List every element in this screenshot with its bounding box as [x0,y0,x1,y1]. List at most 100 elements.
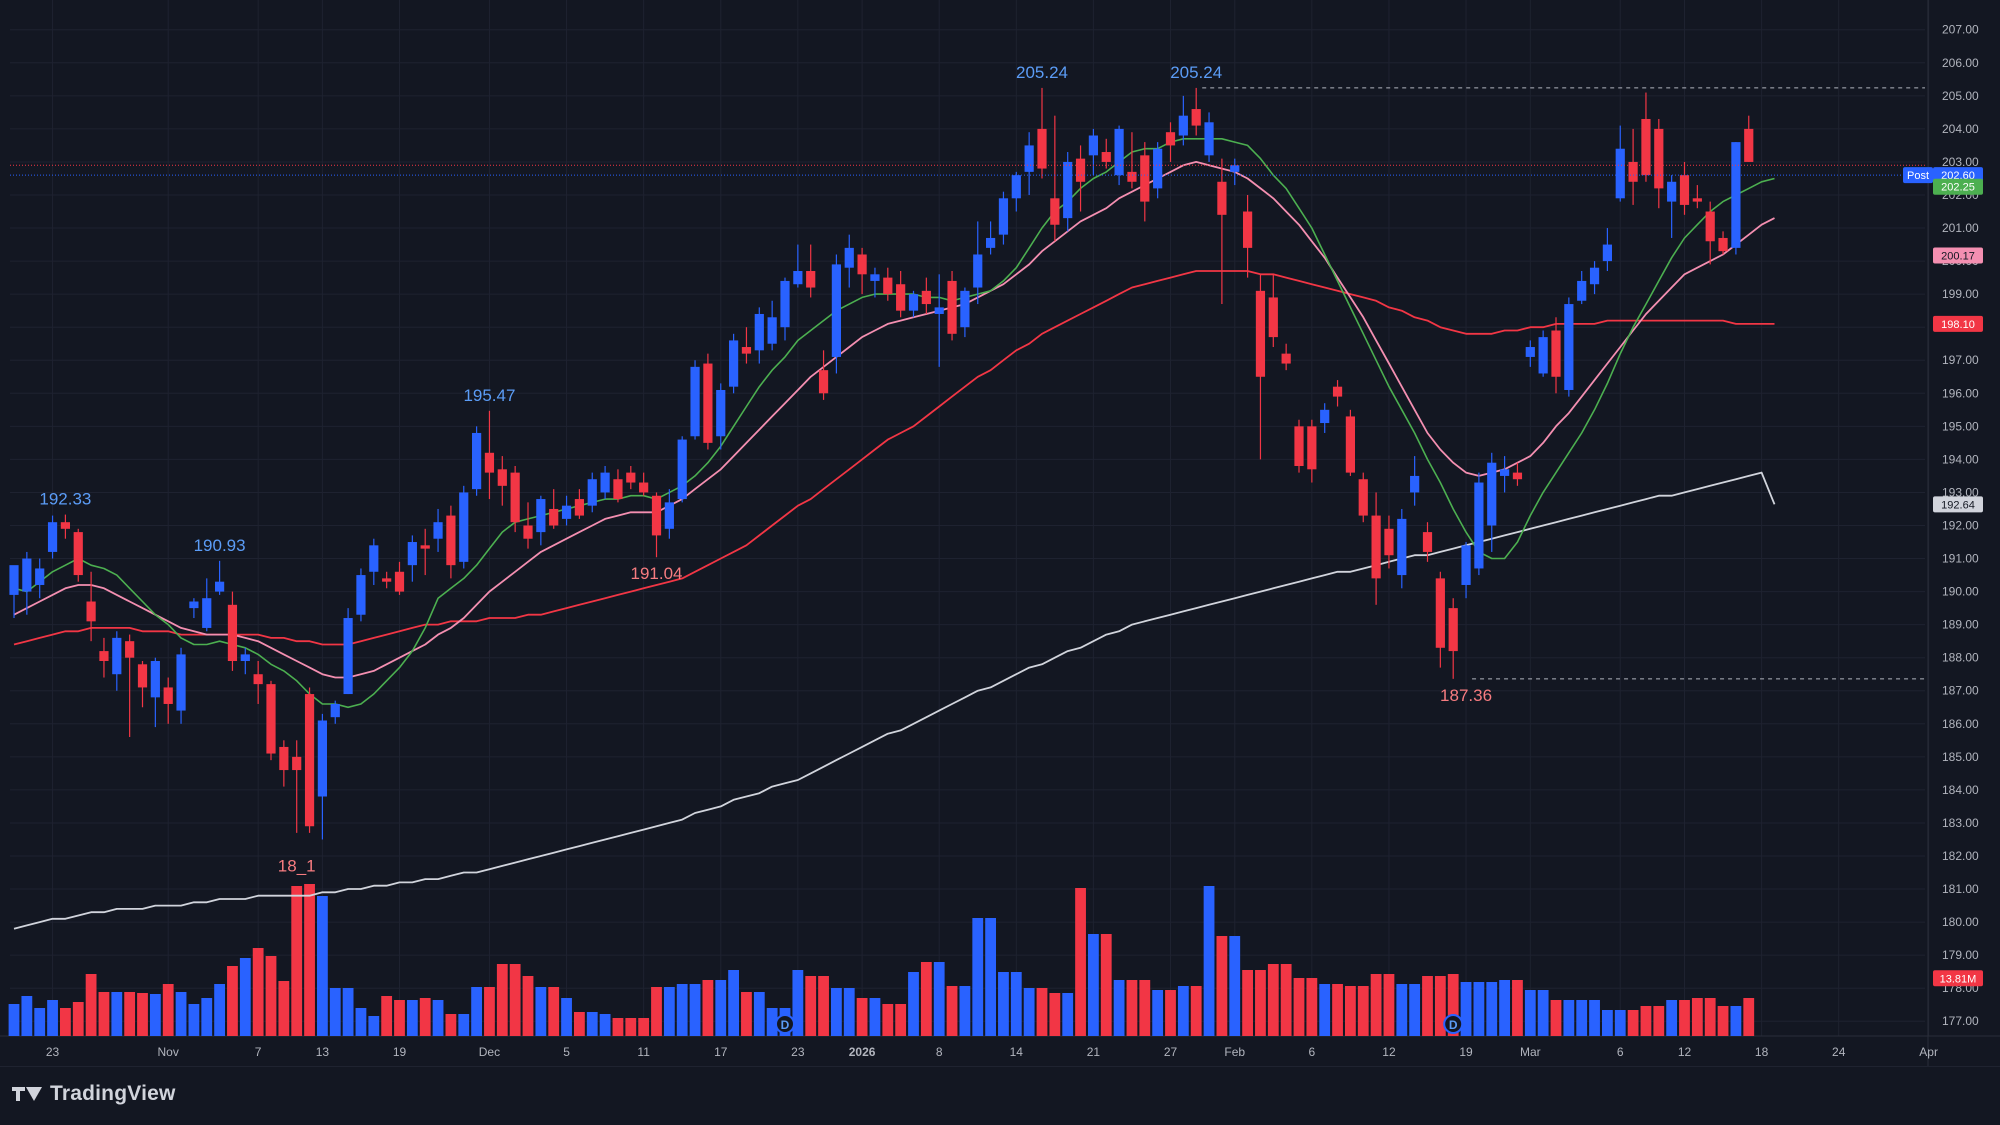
volume-bar [843,988,855,1036]
candle-body [189,601,199,609]
volume-bar [175,992,187,1036]
candle-body [1268,297,1278,338]
candle-body [1345,416,1355,473]
price-tick-label: 192.00 [1942,518,1979,532]
candle [150,657,160,728]
candle [35,558,45,599]
candle [651,492,662,558]
volume-bar [1730,1006,1742,1036]
volume-bar [496,964,508,1036]
volume-bar [535,987,547,1036]
candle [292,740,302,833]
candle [1230,158,1240,186]
candle [639,472,649,496]
candle-body [253,674,263,685]
candle-body [973,254,983,288]
price-tag-bg [1933,315,1983,332]
candle-body [86,601,96,622]
candle [1191,87,1201,136]
price-tag-label: 200.17 [1941,250,1975,262]
volume-bar [1627,1010,1639,1036]
candle-body [767,317,777,344]
volume-bar [1383,974,1395,1036]
volume-bar [1010,972,1022,1036]
candle-body [1538,337,1548,374]
volume-bar [1640,1006,1652,1036]
dividend-d-icon [775,1014,795,1034]
candle-body [163,687,173,704]
candle-body [1474,482,1484,569]
volume-bar [522,976,534,1036]
candle-body [561,505,572,519]
price-tick-label: 203.00 [1942,155,1979,169]
candle [806,244,816,298]
candle [1255,274,1266,460]
price-tick-label: 197.00 [1942,353,1979,367]
candle [703,353,713,450]
candle [561,495,572,526]
candle-body [1667,181,1677,202]
candle-body [369,545,379,572]
volume-bar [1152,990,1164,1036]
candle-body [35,568,45,585]
volume-bar [1473,982,1485,1036]
time-tick-label: 19 [393,1045,407,1059]
candle [1307,419,1317,483]
price-tag: 202.25 [1933,178,1983,195]
volume-bar [1049,993,1061,1036]
price-tag: 192.64 [1933,496,1983,513]
candle [1114,125,1124,186]
time-tick-label: Apr [1919,1045,1938,1059]
volume-bar [1332,984,1343,1036]
candle-body [484,452,495,473]
volume-bar [1499,980,1510,1036]
candle [1217,158,1227,305]
candle [1384,515,1394,569]
volume-bar [304,884,315,1036]
candle-body [1243,211,1253,248]
candle-body [47,522,58,552]
volume-bar [1357,986,1369,1036]
candle [986,221,996,255]
candle [870,267,880,298]
candle-body [780,280,790,328]
volume-bar [368,1016,380,1036]
candle [1165,122,1176,162]
candle [1589,261,1600,295]
time-tick-label: 17 [714,1045,728,1059]
tradingview-logo[interactable]: TradingView [12,1082,176,1106]
volume-bar [1537,990,1549,1036]
volume-bar [548,987,560,1036]
candle-body [176,654,186,711]
candle-body [1448,608,1458,652]
volume-bar [612,1018,624,1036]
volume-bar [111,992,123,1036]
candle-body [1165,132,1176,146]
time-axis[interactable]: 23 Nov 7 13 19 Dec 5 11 17 23 2026 8 14 21 27 Feb 6 12 19 M… [46,1045,2000,1059]
candle-body [1718,237,1728,252]
candle-body [1204,122,1214,156]
candle-body [1332,386,1343,397]
candle-body [150,661,160,698]
candle-body [215,581,225,592]
candle-body [510,472,520,523]
volume-bar [60,1008,71,1036]
candle [818,350,829,400]
candle-body [754,313,764,351]
volume-bar [702,980,714,1036]
volume-bar [149,994,161,1036]
candle [613,469,623,503]
candle-body [1705,211,1715,242]
candle [1178,95,1188,146]
volume-bar [638,1018,650,1036]
volume-bar [1370,974,1382,1036]
candle-body [1692,198,1702,202]
price-tick-label: 181.00 [1942,882,1979,896]
volume-bar [72,1002,84,1036]
time-tick-label: Feb [1224,1045,1245,1059]
volume-bar [1550,1000,1562,1036]
candle-body [125,641,135,658]
price-tick-label: 193.00 [1942,485,1979,499]
